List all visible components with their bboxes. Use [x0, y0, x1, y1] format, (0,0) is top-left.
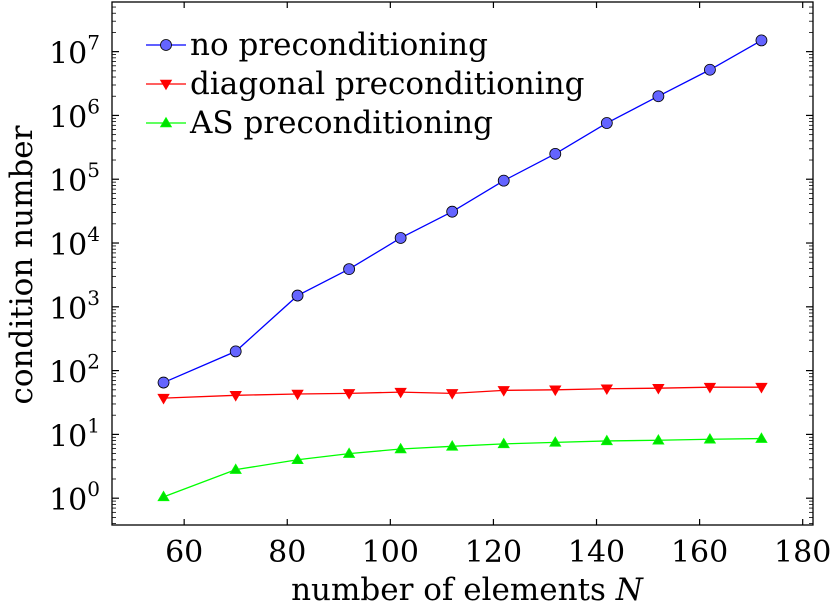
- data-point: [445, 389, 459, 400]
- axes-frame: [111, 1, 814, 526]
- x-tick-label: 60: [165, 535, 203, 570]
- data-point: [497, 174, 510, 187]
- data-point: [291, 289, 304, 302]
- data-point: [755, 432, 768, 443]
- data-point: [549, 385, 562, 397]
- data-point: [343, 263, 356, 276]
- legend-marker: [160, 39, 172, 51]
- x-tick-label: 100: [362, 535, 419, 570]
- series-line: [163, 39, 762, 384]
- data-point: [549, 147, 562, 160]
- data-point: [394, 442, 407, 454]
- data-point: [652, 90, 665, 103]
- x-tick-label: 160: [671, 535, 728, 570]
- x-tick-label: 80: [268, 535, 306, 570]
- series-0: [157, 34, 768, 389]
- data-point: [703, 382, 717, 394]
- data-point: [600, 434, 614, 446]
- y-tick-label: 105: [49, 158, 100, 199]
- data-point: [291, 389, 304, 401]
- data-point: [652, 433, 665, 445]
- series-1: [157, 382, 768, 405]
- legend-marker: [159, 79, 173, 91]
- y-axis: 100 101 102 103 104 105 106 107: [49, 1, 813, 524]
- data-point: [394, 232, 407, 244]
- legend-label: no preconditioning: [190, 27, 488, 63]
- data-point: [229, 463, 242, 474]
- data-point: [755, 34, 768, 47]
- series-2: [157, 432, 768, 502]
- legend-item: no preconditioning: [146, 27, 488, 63]
- y-tick-label: 101: [49, 413, 100, 454]
- data-point: [446, 205, 459, 218]
- data-point: [497, 386, 510, 397]
- plot-area: [111, 1, 814, 526]
- x-axis-title: number of elements N: [291, 572, 645, 608]
- y-tick-label: 104: [49, 222, 100, 263]
- data-point: [291, 453, 304, 465]
- legend-item: AS preconditioning: [146, 105, 493, 141]
- data-point: [229, 391, 242, 402]
- data-point: [157, 376, 170, 389]
- series-layer: [157, 34, 768, 502]
- data-point: [600, 384, 614, 396]
- data-point: [342, 389, 356, 400]
- y-tick-label: 107: [49, 31, 100, 72]
- legend-label: AS preconditioning: [189, 105, 493, 141]
- y-tick-label: 103: [49, 286, 100, 327]
- data-point: [394, 387, 407, 399]
- y-axis-title: condition number: [4, 125, 40, 404]
- y-tick-label: 106: [49, 94, 100, 135]
- x-tick-label: 120: [465, 535, 522, 570]
- data-point: [157, 490, 170, 502]
- data-point: [497, 437, 510, 449]
- y-tick-label: 102: [49, 350, 100, 391]
- x-tick-label: 180: [774, 535, 831, 570]
- data-point: [704, 63, 716, 76]
- data-point: [600, 117, 613, 129]
- legend-marker: [159, 116, 173, 128]
- data-point: [755, 382, 768, 394]
- data-point: [703, 432, 717, 444]
- legend-item: diagonal preconditioning: [146, 66, 584, 102]
- series-line: [163, 386, 762, 399]
- x-tick-label: 140: [568, 535, 625, 570]
- legend-label: diagonal preconditioning: [190, 66, 584, 102]
- data-point: [229, 345, 242, 358]
- data-point: [445, 440, 459, 451]
- y-tick-label: 100: [49, 477, 100, 518]
- data-point: [549, 436, 562, 447]
- data-point: [342, 447, 356, 458]
- series-line: [163, 437, 762, 498]
- x-axis: 60 80 100 120 140 160 180: [165, 2, 831, 570]
- data-point: [157, 393, 170, 405]
- data-point: [652, 383, 665, 395]
